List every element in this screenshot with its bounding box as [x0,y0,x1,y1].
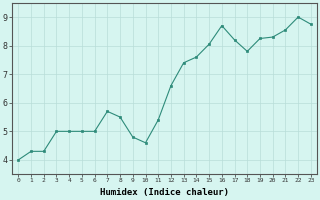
X-axis label: Humidex (Indice chaleur): Humidex (Indice chaleur) [100,188,229,197]
